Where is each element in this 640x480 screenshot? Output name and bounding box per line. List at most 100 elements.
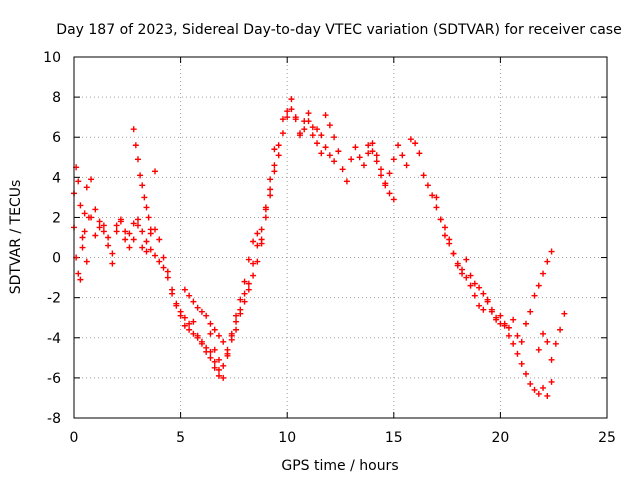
data-point [476,302,483,309]
chart-title: Day 187 of 2023, Sidereal Day-to-day VTE… [56,22,621,38]
data-point [147,226,154,233]
data-point [522,370,529,377]
data-point [441,224,448,231]
data-point [81,210,88,217]
data-point [540,384,547,391]
data-point [220,374,227,381]
data-point [105,234,112,241]
data-point [514,332,521,339]
data-point [215,356,222,363]
data-point [126,230,133,237]
data-point [446,240,453,247]
data-point [279,130,286,137]
data-point [207,320,214,327]
data-point [233,312,240,319]
data-point [522,320,529,327]
data-point [152,168,159,175]
data-point [190,330,197,337]
data-point [245,280,252,287]
data-point [194,334,201,341]
data-point [309,124,316,131]
series-track-i [535,310,568,363]
data-point [535,346,542,353]
y-tick-label: 2 [52,210,61,226]
data-point [399,152,406,159]
data-point [130,220,137,227]
data-point [505,332,512,339]
data-point [471,280,478,287]
x-tick-label: 15 [385,430,403,446]
x-tick-label: 0 [70,430,79,446]
data-point [527,380,534,387]
data-point [245,256,252,263]
data-point [186,292,193,299]
series-track-d [181,146,278,353]
data-point [386,170,393,177]
data-point [493,316,500,323]
x-axis-label: GPS time / hours [281,458,398,474]
data-point [215,372,222,379]
data-point [237,306,244,313]
data-point [544,258,551,265]
data-point [75,270,82,277]
data-point [177,308,184,315]
data-point [352,144,359,151]
data-point [92,232,99,239]
data-point [134,222,141,229]
data-point [137,172,144,179]
data-point [505,324,512,331]
data-point [420,172,427,179]
data-point [88,176,95,183]
data-point [220,362,227,369]
data-point [105,242,112,249]
data-point [245,286,252,293]
data-point [561,310,568,317]
data-point [211,326,218,333]
data-point [267,186,274,193]
y-tick-label: 10 [43,50,61,66]
data-point [190,298,197,305]
data-point [407,136,414,143]
data-point [96,224,103,231]
data-point [463,256,470,263]
data-point [322,112,329,119]
data-point [220,338,227,345]
data-point [215,366,222,373]
data-point [211,358,218,365]
data-point [518,360,525,367]
data-point [233,326,240,333]
data-point [215,332,222,339]
data-point [348,156,355,163]
data-point [369,140,376,147]
data-point [88,214,95,221]
data-marks [71,96,568,399]
data-point [77,202,84,209]
data-point [173,300,180,307]
data-point [305,118,312,125]
data-point [288,96,295,103]
data-point [237,296,244,303]
data-point [403,162,410,169]
data-point [186,326,193,333]
data-point [552,340,559,347]
data-point [390,196,397,203]
data-point [314,126,321,133]
data-point [416,150,423,157]
data-point [335,148,342,155]
data-point [497,312,504,319]
data-point [378,166,385,173]
data-point [147,246,154,253]
data-point [211,364,218,371]
data-point [207,330,214,337]
y-tick-label: -6 [47,371,61,387]
x-tick-label: 5 [176,430,185,446]
data-point [190,318,197,325]
data-point [254,242,261,249]
data-point [510,316,517,323]
data-point [141,194,148,201]
data-point [433,204,440,211]
data-point [258,226,265,233]
data-point [480,306,487,313]
data-point [331,158,338,165]
data-point [322,144,329,151]
